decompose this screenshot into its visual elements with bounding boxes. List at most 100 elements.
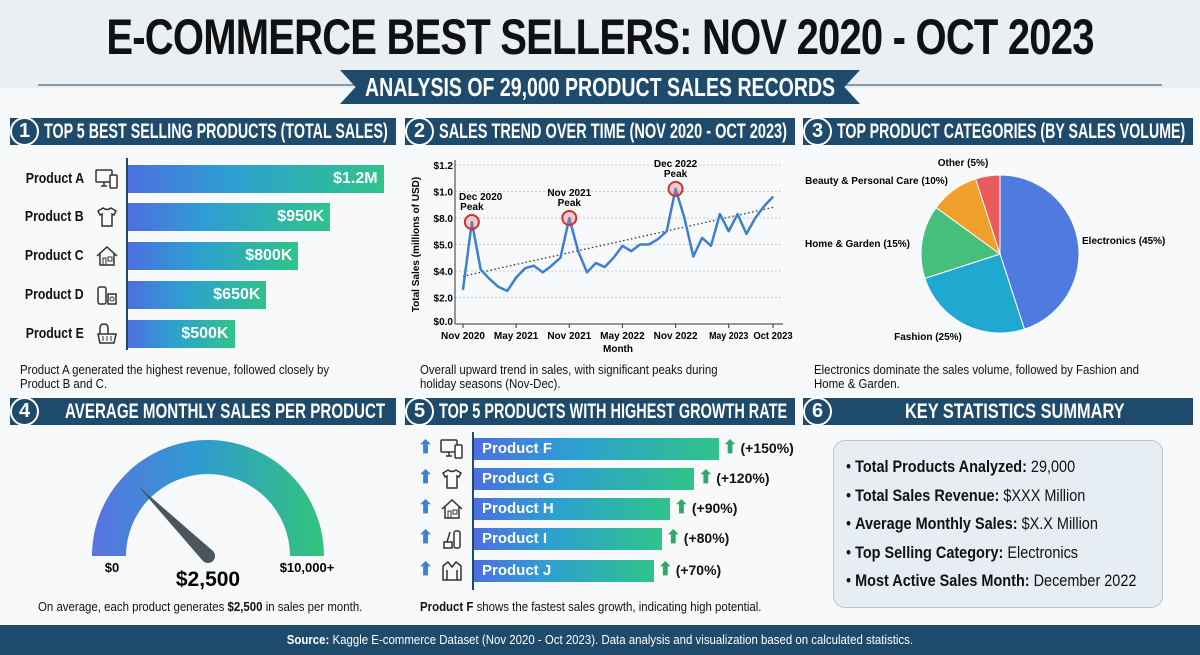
data-point [559,256,562,259]
data-point [657,238,659,240]
x-tick-label: Nov 2020 [441,331,485,342]
data-point [710,245,712,247]
subtitle-ribbon: ANALYSIS OF 29,000 PRODUCT SALES RECORDS [340,70,860,104]
y-tick-label: $1.0 [434,188,454,199]
peak-annotation: Peak [558,198,582,209]
data-point [595,262,597,264]
stat-item: • Average Monthly Sales: $X.X Million [846,514,1098,533]
x-tick-label: Nov 2022 [654,331,698,342]
up-arrow-icon: ⬆ [418,559,434,579]
growth-percent: (+150%) [740,440,794,456]
needle-hub [201,549,215,563]
up-arrow-icon: ⬆ [418,467,434,487]
data-point [533,264,535,267]
bar: $1.2M [128,165,384,193]
peak-annotation: Peak [460,202,484,213]
tshirt-icon [440,467,464,491]
stat-item: • Most Active Sales Month: December 2022 [846,571,1137,590]
pie-slice [920,206,1002,280]
pie-label: Home & Garden (15%) [805,239,910,250]
data-point [577,250,579,252]
section-5-header: 5 TOP 5 PRODUCTS WITH HIGHEST GROWTH RATE [405,398,795,425]
peak-annotation: Nov 2021 [547,188,591,199]
cosmetics-icon [95,283,119,307]
bar-axis [126,158,128,350]
monitor-phone-icon [95,167,119,191]
data-point [612,256,615,259]
bar: $800K [128,242,299,270]
up-arrow-icon: ⬆ [665,527,681,547]
growth-bar: Product I [474,528,662,550]
product-name: Product E [25,325,84,342]
toiletries-icon [440,527,464,551]
growth-bar: Product J [474,560,654,582]
data-point [648,243,650,246]
x-axis-label: Month [603,344,633,355]
data-point [772,196,774,198]
footer-source: Source: Kaggle E-commerce Dataset (Nov 2… [0,625,1200,655]
up-arrow-icon: ⬆ [698,467,714,487]
growth-percent: (+90%) [691,500,738,516]
section-5-caption: Product F shows the fastest sales growth… [420,599,762,614]
gauge-arc [92,440,324,556]
data-point [550,264,553,267]
pie-slice [999,174,1080,330]
product-name: Product A [25,170,84,187]
data-point [515,276,517,279]
data-point [506,290,509,292]
up-arrow-icon: ⬆ [418,437,434,457]
divider [842,84,1162,86]
peak-annotation: Peak [664,169,688,180]
data-point [727,230,730,233]
monitor-phone-icon [440,437,464,461]
section-6-header: 6 KEY STATISTICS SUMMARY [803,398,1193,425]
gauge-max-label: $10,000+ [280,560,335,575]
growth-percent: (+70%) [675,562,722,578]
section-3-caption: Electronics dominate the sales volume, f… [814,362,1139,391]
data-point [736,213,739,215]
peak-marker [561,210,578,226]
product-label: Product B [4,208,84,225]
key-statistics-box: • Total Products Analyzed: 29,000 • Tota… [833,440,1163,608]
data-point [745,233,748,235]
shopping-basket-icon [95,322,119,346]
up-arrow-icon: ⬆ [418,527,434,547]
data-point [630,250,633,252]
pie-label: Electronics (45%) [1082,236,1165,247]
bar: $950K [128,203,331,231]
data-point [763,205,765,207]
house-icon [95,244,119,268]
data-point [541,271,544,274]
growth-axis [472,432,474,590]
peak-annotation: Dec 2020 [459,192,503,203]
data-point [471,221,473,223]
product-name: Product C [25,247,84,264]
growth-bar: Product H [474,498,670,520]
data-point [497,286,500,288]
data-point [674,188,677,190]
peak-marker [463,213,480,230]
average-sales-gauge: $0 $10,000+ $2,500 [92,440,335,591]
product-name: Product B [25,208,84,225]
tshirt-icon [95,205,119,229]
data-point [462,288,464,291]
y-tick-label: $1.2 [434,161,454,172]
pie-label: Beauty & Personal Care (10%) [805,176,948,187]
stat-item: • Total Products Analyzed: 29,000 [846,457,1076,476]
stat-item: • Total Sales Revenue: $XXX Million [846,485,1086,505]
product-label: Product C [4,247,84,264]
product-label: Product E [4,325,84,342]
trendline [462,206,774,277]
gauge-value-label: $2,500 [176,568,240,591]
data-point [683,217,686,219]
pie-label: Fashion (25%) [894,332,962,343]
section-2-caption: Overall upward trend in sales, with sign… [420,362,718,391]
sales-trend-chart: $0.0 $2.0 $4.0 $5.0 $8.0 $1.0 $1.2 Nov 2020 May … [411,159,793,355]
up-arrow-icon: ⬆ [673,497,689,517]
data-point [603,266,606,268]
data-point [639,243,641,246]
growth-bar: Product G [474,468,695,490]
section-1-caption: Product A generated the highest revenue,… [20,362,330,391]
growth-percent: (+80%) [683,530,730,546]
house-icon [440,497,464,521]
